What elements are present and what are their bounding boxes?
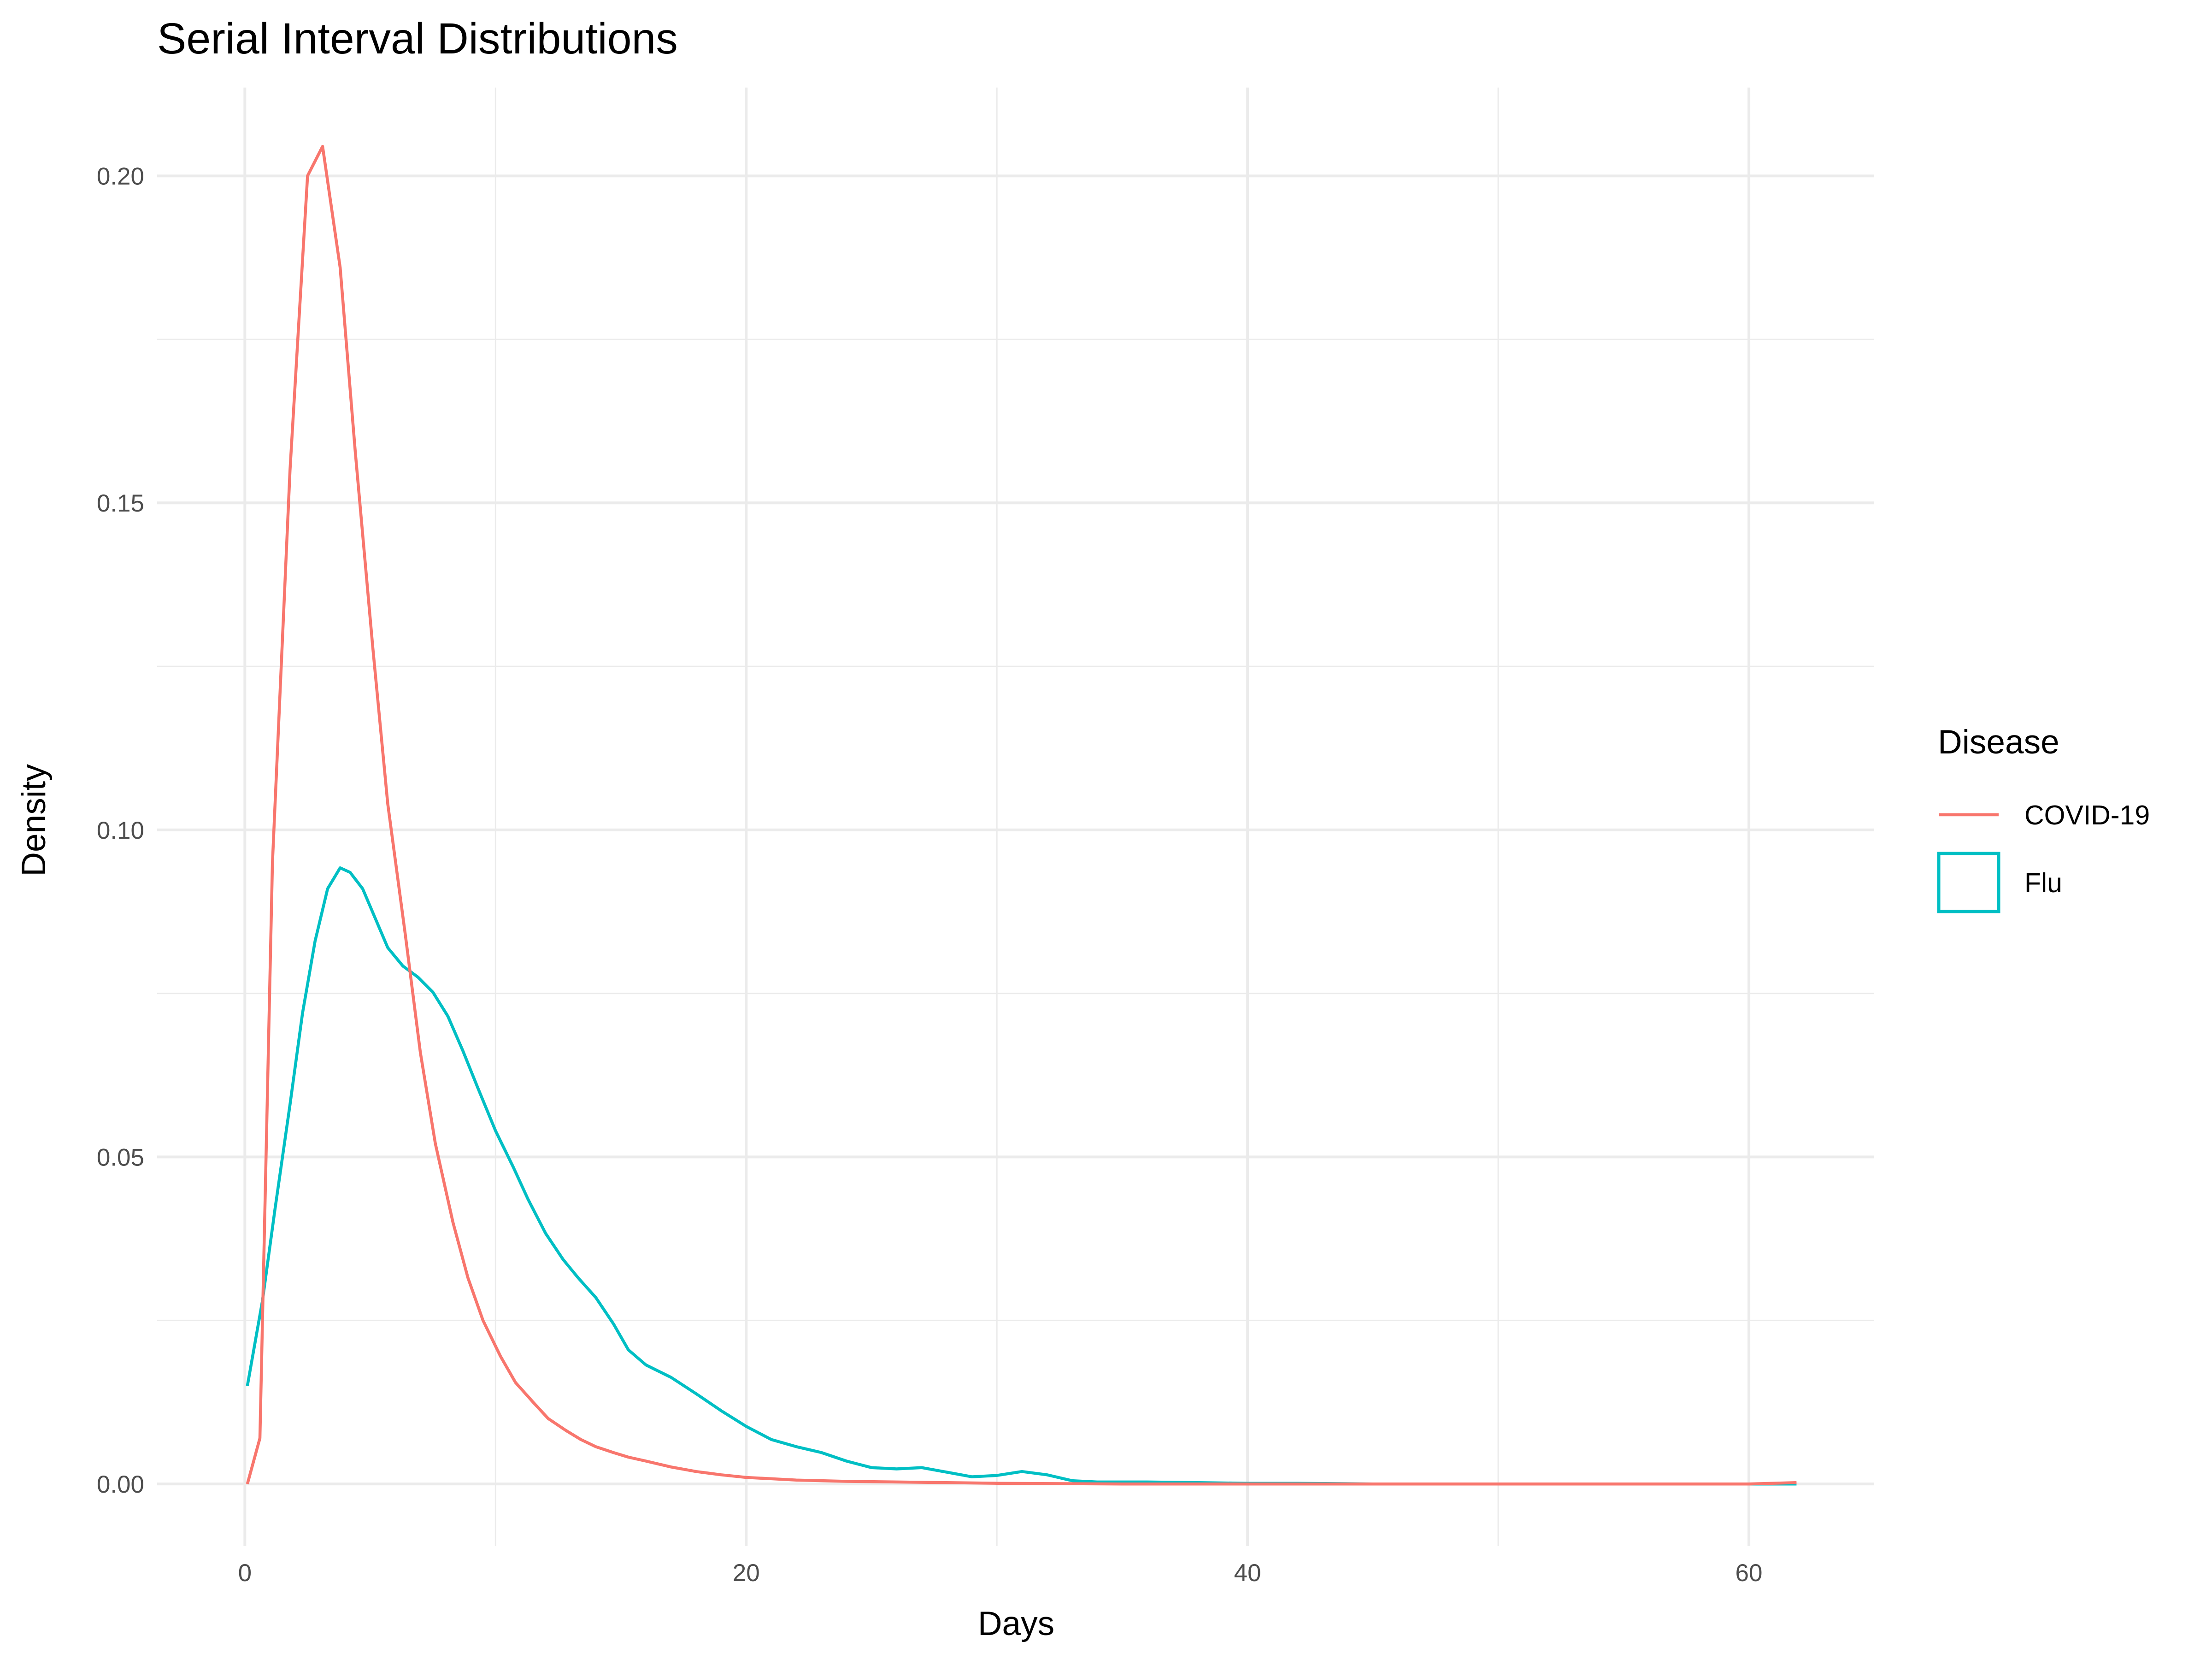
x-tick-label: 0 xyxy=(238,1559,252,1587)
y-tick-label: 0.10 xyxy=(97,817,144,844)
y-tick-label: 0.00 xyxy=(97,1471,144,1498)
axis-tick-labels: 0.00 0.05 0.10 0.15 0.20 0 20 40 60 xyxy=(97,163,1763,1587)
chart-title: Serial Interval Distributions xyxy=(157,14,678,63)
legend-label-flu: Flu xyxy=(2024,868,2062,898)
series-line-covid-19 xyxy=(246,145,1797,1486)
x-tick-label: 60 xyxy=(1735,1559,1763,1587)
y-tick-label: 0.20 xyxy=(97,163,144,190)
x-axis-title: Days xyxy=(978,1605,1054,1642)
grid xyxy=(157,88,1874,1546)
y-axis-title: Density xyxy=(15,764,53,877)
series-lines xyxy=(246,145,1797,1486)
legend: Disease COVID-19 Flu xyxy=(1937,724,2150,913)
legend-title: Disease xyxy=(1938,724,2059,761)
x-tick-label: 20 xyxy=(733,1559,760,1587)
y-tick-label: 0.05 xyxy=(97,1144,144,1171)
legend-label-covid-19: COVID-19 xyxy=(2024,800,2150,830)
legend-items: COVID-19 Flu xyxy=(1937,800,2150,913)
legend-key-flu xyxy=(1937,852,2000,913)
y-tick-label: 0.15 xyxy=(97,490,144,517)
series-line-flu xyxy=(246,866,1797,1486)
x-tick-label: 40 xyxy=(1234,1559,1261,1587)
